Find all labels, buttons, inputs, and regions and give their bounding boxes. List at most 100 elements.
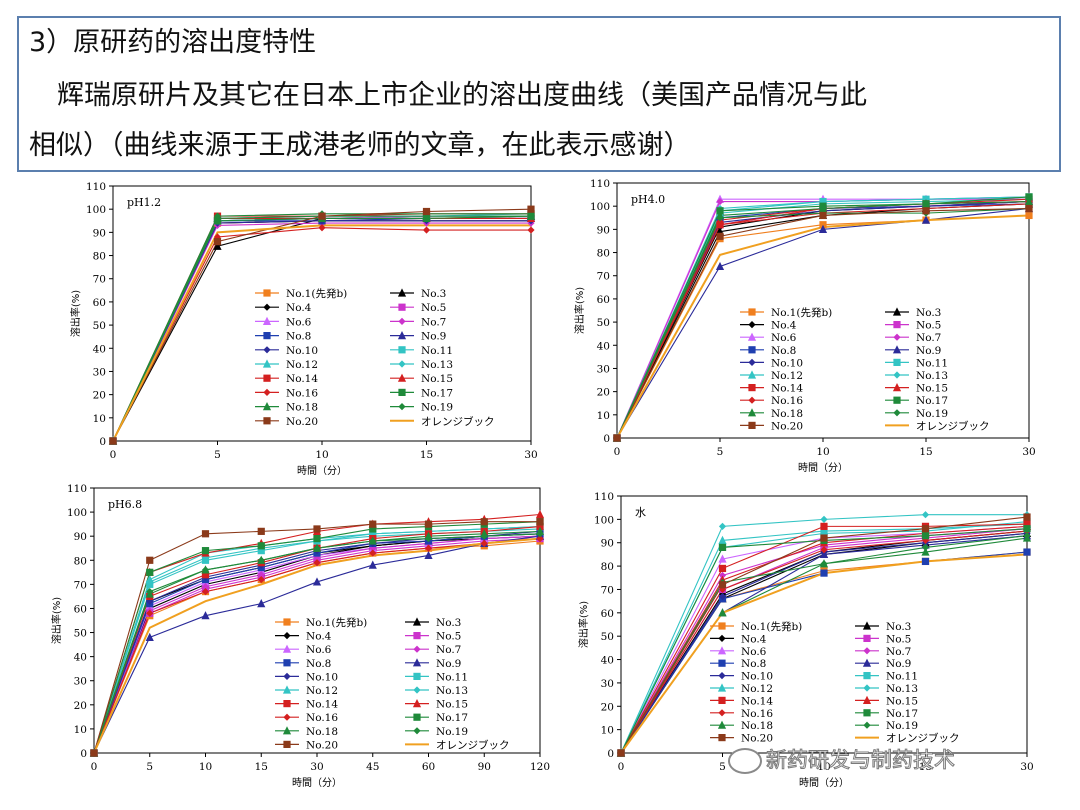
- legend-label: No.18: [741, 720, 773, 732]
- x-tick-label: 5: [717, 446, 724, 458]
- legend-marker: [892, 345, 902, 354]
- data-point: [90, 749, 98, 757]
- legend-label: No.16: [741, 708, 773, 720]
- legend-marker: [283, 659, 291, 667]
- data-point: [369, 549, 377, 557]
- data-point: [318, 224, 326, 232]
- legend-marker: [748, 308, 756, 316]
- data-point: [213, 241, 222, 250]
- chart-title: pH1.2: [127, 196, 161, 209]
- x-tick-label: 0: [110, 449, 117, 461]
- data-point: [1025, 193, 1033, 201]
- data-point: [146, 556, 154, 564]
- data-point: [201, 547, 210, 555]
- data-point: [318, 212, 326, 220]
- legend-marker: [863, 634, 871, 642]
- legend-label: オレンジブック: [436, 738, 510, 751]
- y-tick-label: 30: [74, 676, 87, 688]
- legend-label: No.5: [421, 302, 446, 314]
- legend-marker: [263, 388, 271, 396]
- y-tick-label: 70: [601, 584, 614, 596]
- legend-marker: [893, 358, 901, 366]
- x-axis-label: 時間（分）: [799, 777, 849, 789]
- watermark-text: 新药研发与制药技术: [766, 748, 956, 773]
- legend-label: No.3: [886, 621, 911, 633]
- legend-label: No.8: [741, 658, 766, 670]
- x-tick-label: 5: [214, 449, 221, 461]
- data-point: [922, 207, 930, 215]
- legend-label: No.18: [306, 726, 338, 738]
- legend-label: No.16: [286, 387, 318, 399]
- data-point: [536, 518, 544, 526]
- data-point: [921, 511, 930, 519]
- y-tick-label: 110: [594, 491, 614, 503]
- x-tick-label: 90: [478, 761, 491, 773]
- chart-ph4-0: 0 10 20 30 40 50 60 70 80 90 100 110 0 5 10 15 30 時間（分） 溶出…: [573, 178, 1036, 474]
- x-tick-label: 30: [1022, 446, 1035, 458]
- legend-marker: [717, 720, 727, 729]
- legend-label: No.13: [886, 683, 918, 695]
- legend-marker: [263, 346, 271, 354]
- y-tick-label: 110: [86, 181, 106, 193]
- data-point: [213, 212, 222, 220]
- data-point: [818, 224, 828, 233]
- legend-label: No.12: [771, 370, 803, 382]
- x-axis-label: 時間（分）: [292, 777, 342, 789]
- legend-marker: [862, 695, 872, 704]
- y-tick-label: 40: [74, 652, 87, 664]
- legend-marker: [862, 621, 872, 630]
- data-point: [312, 577, 322, 586]
- data-point: [716, 207, 724, 215]
- legend-marker: [893, 333, 901, 341]
- y-tick-label: 10: [74, 724, 87, 736]
- legend-label: No.9: [436, 658, 461, 670]
- legend-marker: [748, 346, 756, 354]
- x-tick-label: 30: [524, 449, 537, 461]
- legend-label: No.17: [421, 387, 453, 399]
- legend-marker: [863, 647, 871, 655]
- legend-marker: [413, 672, 421, 680]
- data-point: [718, 554, 727, 563]
- legend-label: No.1(先発b): [771, 306, 832, 319]
- legend-label: No.17: [436, 712, 468, 724]
- legend-label: No.14: [306, 699, 338, 711]
- data-point: [921, 199, 931, 208]
- section-heading: 3）原研药的溶出度特性: [29, 27, 317, 58]
- legend-label: No.5: [886, 633, 911, 645]
- x-tick-label: 0: [614, 446, 621, 458]
- data-point: [718, 581, 727, 589]
- legend-label: No.1(先発b): [741, 620, 802, 633]
- data-point: [1023, 525, 1031, 533]
- data-point: [213, 238, 222, 246]
- x-tick-label: 10: [315, 449, 328, 461]
- legend-marker: [748, 384, 756, 392]
- data-point: [819, 221, 827, 229]
- chart-ph1-2: 0 10 20 30 40 50 60 70 80 90 100 110 0 5 10 15 30 時間（分） 溶出…: [69, 181, 538, 477]
- legend-label: No.15: [886, 695, 918, 707]
- data-point: [718, 592, 727, 601]
- legend-label: No.10: [741, 671, 773, 683]
- legend-marker: [283, 713, 291, 721]
- legend-label: No.5: [916, 320, 941, 332]
- y-tick-label: 50: [93, 320, 106, 332]
- legend-label: No.5: [436, 631, 461, 643]
- y-tick-label: 0: [607, 748, 614, 760]
- y-axis-label: 溶出率(%): [50, 597, 63, 644]
- y-tick-label: 90: [74, 531, 87, 543]
- legend-label: No.12: [286, 359, 318, 371]
- y-tick-label: 80: [74, 555, 87, 567]
- legend-marker: [263, 303, 271, 311]
- x-tick-label: 120: [530, 761, 550, 773]
- data-point: [257, 575, 265, 584]
- data-point: [313, 525, 321, 533]
- data-point: [921, 525, 930, 533]
- legend-marker: [893, 371, 901, 379]
- legend-marker: [718, 709, 726, 717]
- y-tick-label: 10: [601, 725, 614, 737]
- data-point: [313, 554, 321, 562]
- data-point: [819, 211, 827, 220]
- data-point: [820, 569, 828, 577]
- watermark: 新药研发与制药技术: [728, 744, 1058, 778]
- data-point: [718, 535, 727, 544]
- legend-label: オレンジブック: [886, 732, 960, 745]
